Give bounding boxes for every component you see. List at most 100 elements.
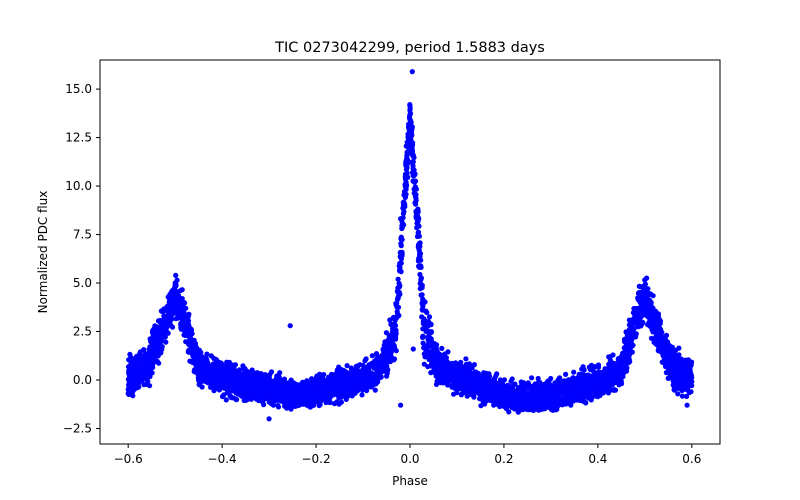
data-point — [410, 178, 416, 184]
data-point — [575, 388, 581, 394]
data-point — [149, 370, 155, 376]
data-point — [326, 374, 332, 380]
data-point — [644, 275, 650, 281]
data-point — [185, 323, 191, 329]
data-point — [569, 395, 575, 401]
data-point — [317, 388, 323, 394]
data-point — [160, 309, 166, 315]
data-point — [659, 343, 665, 349]
data-point — [292, 392, 298, 398]
data-point — [401, 192, 407, 198]
data-point — [309, 376, 315, 382]
data-point — [425, 354, 431, 360]
data-point — [599, 374, 605, 380]
data-point — [671, 387, 677, 393]
data-point — [506, 409, 512, 415]
data-point — [687, 382, 693, 388]
data-point — [574, 384, 580, 390]
data-point — [215, 382, 221, 388]
data-point — [397, 283, 403, 289]
data-point — [445, 349, 451, 355]
data-point — [594, 371, 601, 377]
data-point — [126, 382, 132, 388]
data-point — [426, 314, 433, 320]
data-point — [353, 363, 359, 369]
data-point — [157, 343, 163, 349]
data-point — [337, 388, 343, 394]
data-point — [250, 386, 256, 392]
data-point — [404, 153, 410, 159]
data-point — [421, 361, 427, 367]
data-point — [413, 198, 419, 204]
data-point — [405, 140, 411, 146]
data-point — [486, 378, 492, 384]
data-point — [596, 377, 602, 383]
data-point — [327, 391, 333, 397]
data-point — [415, 242, 421, 248]
data-point — [244, 386, 251, 392]
data-point — [674, 371, 680, 377]
data-point — [187, 341, 193, 347]
data-point — [606, 388, 613, 394]
data-point — [679, 393, 686, 399]
data-point — [573, 394, 579, 400]
data-point — [689, 374, 695, 381]
data-point — [470, 383, 476, 389]
data-point — [417, 271, 423, 278]
data-point — [424, 347, 430, 353]
data-point — [553, 397, 559, 403]
data-point — [460, 364, 466, 370]
data-point — [415, 230, 421, 236]
data-point — [407, 102, 413, 108]
data-point — [419, 292, 425, 298]
data-point — [236, 367, 242, 373]
data-point — [673, 347, 679, 353]
data-point — [654, 317, 660, 323]
data-point — [188, 335, 194, 341]
data-point — [399, 225, 405, 231]
data-point — [612, 387, 619, 393]
data-point — [640, 312, 646, 318]
data-point — [181, 310, 187, 316]
data-point — [325, 399, 331, 405]
data-point — [198, 356, 204, 363]
data-point — [490, 398, 496, 404]
data-point — [145, 378, 151, 384]
data-point — [477, 377, 483, 383]
data-point — [211, 388, 217, 394]
data-point — [471, 393, 477, 399]
data-point — [216, 387, 222, 393]
data-point — [508, 378, 514, 384]
data-point — [435, 351, 441, 357]
data-point — [404, 157, 410, 163]
data-point — [394, 309, 400, 315]
data-point — [204, 351, 210, 357]
data-point — [134, 358, 140, 364]
data-point — [398, 216, 404, 222]
data-point — [463, 386, 469, 392]
data-point — [322, 384, 328, 390]
data-point — [439, 345, 445, 351]
data-point — [590, 368, 597, 375]
data-point — [429, 349, 435, 355]
data-point — [543, 403, 549, 409]
data-point — [355, 374, 361, 380]
data-point — [636, 290, 642, 296]
data-point — [208, 384, 214, 390]
data-point — [580, 387, 587, 393]
data-point — [595, 364, 602, 370]
data-point — [606, 354, 612, 360]
data-point — [670, 374, 676, 380]
data-point — [314, 381, 321, 387]
data-point — [653, 341, 659, 347]
data-point — [185, 349, 191, 355]
data-point — [679, 370, 685, 376]
data-point — [394, 288, 400, 294]
data-point — [393, 348, 399, 354]
data-point — [675, 356, 681, 362]
data-point — [140, 369, 146, 375]
data-point — [458, 392, 464, 398]
data-point — [425, 342, 431, 348]
data-point — [369, 353, 375, 359]
